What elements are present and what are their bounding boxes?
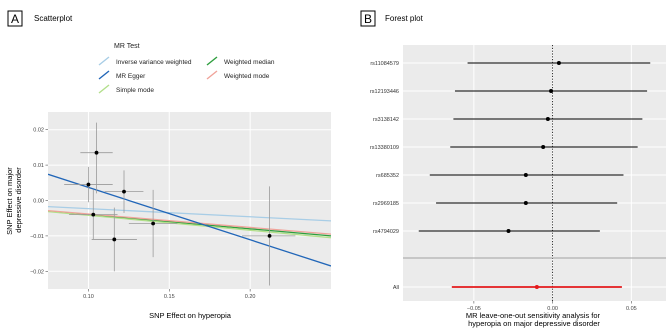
legend-swatch bbox=[98, 56, 110, 66]
forest-row-label: rs3138142 bbox=[373, 117, 399, 123]
scatter-y-axis-title-line-1: SNP Effect on major bbox=[5, 167, 14, 235]
legend-label: Weighted mode bbox=[224, 73, 270, 80]
regression-line-inverse-variance-weighted bbox=[48, 205, 331, 222]
scatter-plot: 0.10 0.15 0.20 −0.02 −0.01 0.00 0.01 0.02 SNP … bbox=[5, 112, 331, 320]
forest-plot-background bbox=[403, 45, 666, 301]
scatter-y-tick-label: −0.01 bbox=[30, 234, 44, 240]
legend-label: MR Egger bbox=[116, 73, 146, 80]
forest-plot: rs11084579 rs12193446 rs3138142 rs13380109 r… bbox=[370, 45, 666, 328]
forest-row-label: rs11084579 bbox=[370, 61, 399, 67]
legend-swatch bbox=[98, 70, 110, 80]
panel-b-letter-box bbox=[360, 10, 376, 27]
panel-a-letter: A bbox=[11, 12, 19, 26]
forest-x-tick-label: 0.05 bbox=[626, 306, 637, 312]
forest-estimate-point bbox=[545, 117, 550, 121]
forest-estimate-point bbox=[506, 229, 511, 233]
scatter-legend: MR Test Inverse variance weighted Weighte… bbox=[98, 43, 275, 94]
scatter-point bbox=[94, 150, 99, 155]
scatter-x-tick-label: 0.15 bbox=[164, 294, 175, 300]
panel-b-letter: B bbox=[364, 12, 372, 26]
forest-x-tick-label: −0.05 bbox=[467, 306, 481, 312]
forest-row-label: rs2969185 bbox=[373, 201, 399, 207]
forest-overall-estimate-point bbox=[534, 285, 539, 289]
scatter-point bbox=[91, 212, 96, 217]
panel-a-letter-box bbox=[7, 10, 23, 27]
scatter-x-tick-label: 0.10 bbox=[83, 294, 94, 300]
forest-x-axis-title-line-2: hyperopia on major depressive disorder bbox=[468, 319, 600, 328]
scatter-y-tick-label: 0.01 bbox=[33, 163, 44, 169]
forest-row-label: rs13380109 bbox=[370, 145, 399, 151]
legend-label: Inverse variance weighted bbox=[116, 59, 192, 66]
scatter-point bbox=[86, 182, 91, 187]
legend-title: MR Test bbox=[114, 43, 140, 50]
forest-estimate-point bbox=[556, 61, 561, 65]
regression-line-simple-mode bbox=[48, 211, 331, 239]
legend-swatch bbox=[206, 70, 218, 80]
regression-line-weighted-median bbox=[48, 210, 331, 237]
legend-swatch bbox=[98, 84, 110, 94]
scatter-y-tick-label: −0.02 bbox=[30, 269, 44, 275]
scatter-y-axis-title-line-2: depressive disorder bbox=[14, 167, 23, 233]
scatter-x-tick-label: 0.20 bbox=[245, 294, 256, 300]
forest-row-label: rs685352 bbox=[376, 173, 399, 179]
forest-estimate-point bbox=[549, 89, 554, 93]
scatter-point bbox=[122, 189, 126, 194]
forest-x-axis-title: MR leave-one-out sensitivity analysis fo… bbox=[466, 311, 602, 328]
scatter-y-tick-label: 0.00 bbox=[33, 199, 44, 205]
scatter-point bbox=[151, 221, 156, 226]
forest-x-tick-label: 0.00 bbox=[547, 306, 558, 312]
forest-overall-label: All bbox=[393, 285, 399, 291]
legend-swatch bbox=[206, 56, 218, 66]
forest-estimate-point bbox=[523, 173, 528, 177]
regression-line-mr-egger bbox=[48, 173, 331, 267]
forest-x-axis-title-line-1: MR leave-one-out sensitivity analysis fo… bbox=[466, 311, 601, 320]
forest-estimate-point bbox=[541, 145, 546, 149]
scatter-y-tick-label: 0.02 bbox=[33, 128, 44, 134]
scatter-point bbox=[112, 237, 117, 242]
forest-estimate-point bbox=[523, 201, 528, 205]
legend-label: Simple mode bbox=[116, 87, 154, 94]
legend-label: Weighted median bbox=[224, 59, 275, 66]
scatter-x-axis-title: SNP Effect on hyperopia bbox=[149, 311, 232, 320]
scatter-y-axis-title: SNP Effect on major depressive disorder bbox=[5, 165, 23, 235]
forest-row-label: rs4794029 bbox=[373, 229, 399, 235]
forest-row-label: rs12193446 bbox=[370, 89, 399, 95]
scatter-point bbox=[267, 234, 272, 238]
panel-a-title: Scatterplot bbox=[34, 14, 73, 23]
panel-b-title: Forest plot bbox=[385, 14, 424, 23]
